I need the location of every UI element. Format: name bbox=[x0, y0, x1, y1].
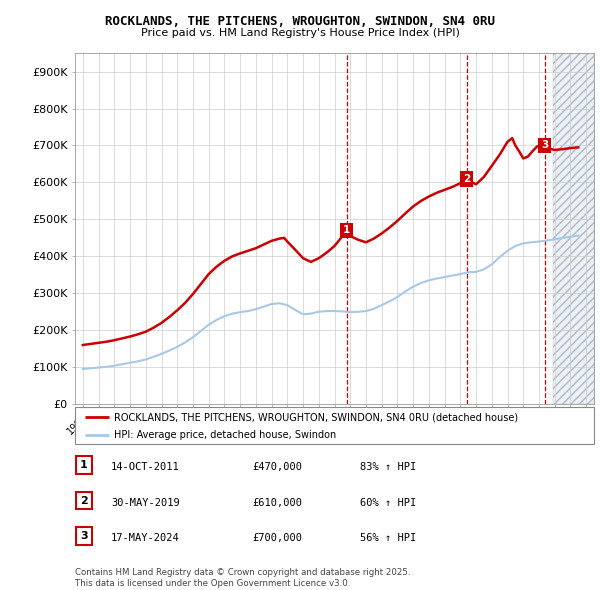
Text: 56% ↑ HPI: 56% ↑ HPI bbox=[360, 533, 416, 543]
Text: ROCKLANDS, THE PITCHENS, WROUGHTON, SWINDON, SN4 0RU (detached house): ROCKLANDS, THE PITCHENS, WROUGHTON, SWIN… bbox=[114, 412, 518, 422]
Text: 1: 1 bbox=[80, 460, 88, 470]
Text: 17-MAY-2024: 17-MAY-2024 bbox=[111, 533, 180, 543]
Text: Contains HM Land Registry data © Crown copyright and database right 2025.
This d: Contains HM Land Registry data © Crown c… bbox=[75, 568, 410, 588]
Bar bbox=[553, 53, 594, 404]
Text: 60% ↑ HPI: 60% ↑ HPI bbox=[360, 498, 416, 507]
Text: ROCKLANDS, THE PITCHENS, WROUGHTON, SWINDON, SN4 0RU: ROCKLANDS, THE PITCHENS, WROUGHTON, SWIN… bbox=[105, 15, 495, 28]
Text: £470,000: £470,000 bbox=[252, 463, 302, 472]
Text: 1: 1 bbox=[343, 225, 350, 235]
FancyBboxPatch shape bbox=[76, 492, 92, 509]
FancyBboxPatch shape bbox=[76, 457, 92, 474]
Text: HPI: Average price, detached house, Swindon: HPI: Average price, detached house, Swin… bbox=[114, 430, 336, 440]
Text: £610,000: £610,000 bbox=[252, 498, 302, 507]
FancyBboxPatch shape bbox=[76, 527, 92, 545]
Text: 3: 3 bbox=[541, 140, 548, 150]
Text: 3: 3 bbox=[80, 531, 88, 541]
Text: 14-OCT-2011: 14-OCT-2011 bbox=[111, 463, 180, 472]
Text: 83% ↑ HPI: 83% ↑ HPI bbox=[360, 463, 416, 472]
Text: £700,000: £700,000 bbox=[252, 533, 302, 543]
Text: Price paid vs. HM Land Registry's House Price Index (HPI): Price paid vs. HM Land Registry's House … bbox=[140, 28, 460, 38]
Bar bbox=[553, 53, 594, 404]
Text: 2: 2 bbox=[463, 173, 470, 183]
Text: 30-MAY-2019: 30-MAY-2019 bbox=[111, 498, 180, 507]
Text: 2: 2 bbox=[80, 496, 88, 506]
